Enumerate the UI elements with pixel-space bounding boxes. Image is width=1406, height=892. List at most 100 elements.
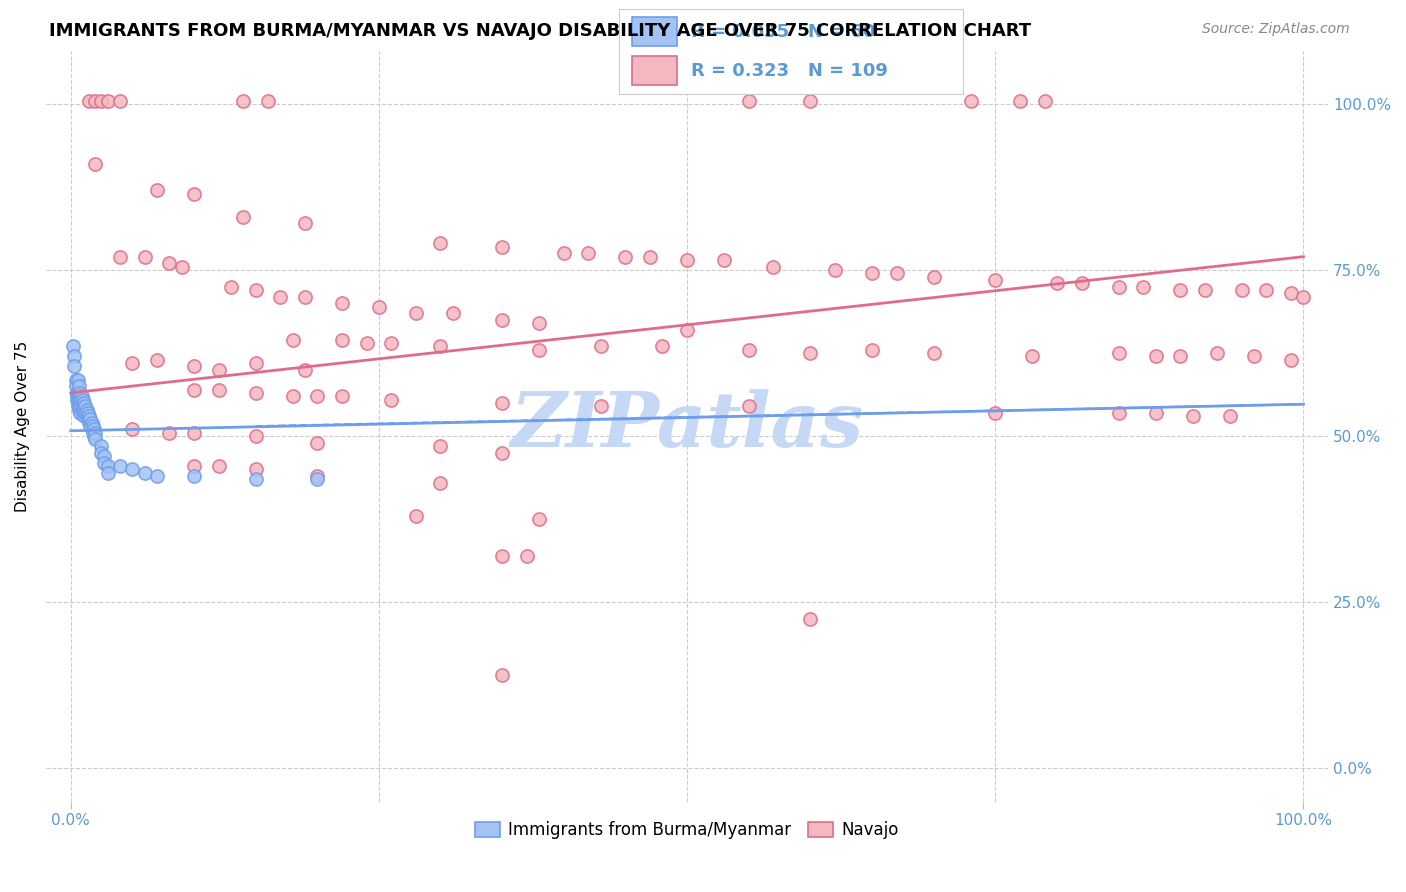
Point [429, 236, 451, 251]
Point [70, 396, 93, 410]
Point [1070, 277, 1092, 291]
Point [66, 389, 89, 403]
Point [491, 396, 513, 410]
Point [73, 402, 96, 417]
Point [72, 399, 94, 413]
Point [1218, 409, 1240, 424]
Point [380, 392, 402, 407]
Point [134, 466, 156, 480]
Point [66, 373, 89, 387]
Point [69, 392, 91, 407]
Point [1194, 283, 1216, 297]
Point [1046, 277, 1069, 291]
Point [589, 339, 612, 353]
Point [108, 458, 131, 473]
Point [491, 549, 513, 563]
Point [738, 399, 761, 413]
Point [1168, 283, 1191, 297]
Point [1033, 94, 1056, 108]
Point [79, 412, 101, 426]
Point [824, 263, 846, 277]
Point [1144, 406, 1167, 420]
Point [589, 399, 612, 413]
Point [330, 389, 353, 403]
Point [367, 300, 389, 314]
Point [429, 475, 451, 490]
Point [170, 260, 193, 274]
Point [219, 279, 242, 293]
Point [245, 385, 267, 400]
Point [67, 389, 90, 403]
Point [257, 94, 280, 108]
Point [82, 425, 104, 440]
Point [79, 419, 101, 434]
Point [232, 94, 254, 108]
Point [76, 402, 98, 417]
Point [405, 306, 427, 320]
Point [97, 458, 120, 473]
Point [799, 346, 821, 360]
Y-axis label: Disability Age Over 75: Disability Age Over 75 [15, 341, 30, 512]
Point [183, 186, 205, 201]
Point [330, 296, 353, 310]
Point [676, 323, 699, 337]
Point [66, 392, 89, 407]
Point [307, 389, 329, 403]
Point [330, 333, 353, 347]
Point [146, 183, 169, 197]
Point [157, 425, 180, 440]
Point [245, 283, 267, 297]
Point [638, 250, 661, 264]
Point [67, 396, 90, 410]
Point [83, 422, 105, 436]
Point [294, 289, 316, 303]
Point [83, 429, 105, 443]
Text: ZIPatlas: ZIPatlas [510, 389, 863, 463]
Point [157, 256, 180, 270]
Point [73, 396, 96, 410]
Text: Source: ZipAtlas.com: Source: ZipAtlas.com [1202, 22, 1350, 37]
Point [66, 399, 89, 413]
Point [1279, 286, 1302, 301]
Point [82, 419, 104, 434]
Point [799, 94, 821, 108]
Point [146, 469, 169, 483]
Point [651, 339, 673, 353]
Point [97, 466, 120, 480]
Point [75, 399, 97, 413]
Point [1292, 289, 1315, 303]
FancyBboxPatch shape [633, 56, 678, 85]
Point [90, 446, 112, 460]
Point [516, 549, 538, 563]
Point [922, 346, 945, 360]
Point [356, 336, 378, 351]
Point [429, 339, 451, 353]
Point [307, 469, 329, 483]
Text: R = 0.035   N = 60: R = 0.035 N = 60 [690, 23, 876, 41]
Point [108, 94, 131, 108]
Point [67, 379, 90, 393]
Point [90, 94, 112, 108]
Point [75, 406, 97, 420]
Point [307, 435, 329, 450]
Point [959, 94, 981, 108]
Point [207, 383, 229, 397]
Point [860, 266, 883, 280]
Point [1021, 349, 1043, 363]
Point [70, 402, 93, 417]
Point [1206, 346, 1229, 360]
Point [1108, 346, 1130, 360]
Point [77, 412, 100, 426]
Point [922, 269, 945, 284]
Point [84, 425, 107, 440]
Text: R = 0.323   N = 109: R = 0.323 N = 109 [690, 62, 887, 79]
Point [93, 449, 115, 463]
Point [799, 612, 821, 626]
Point [232, 210, 254, 224]
Point [65, 379, 87, 393]
Point [441, 306, 464, 320]
FancyBboxPatch shape [633, 18, 678, 46]
Point [1243, 349, 1265, 363]
Point [69, 406, 91, 420]
Point [90, 439, 112, 453]
